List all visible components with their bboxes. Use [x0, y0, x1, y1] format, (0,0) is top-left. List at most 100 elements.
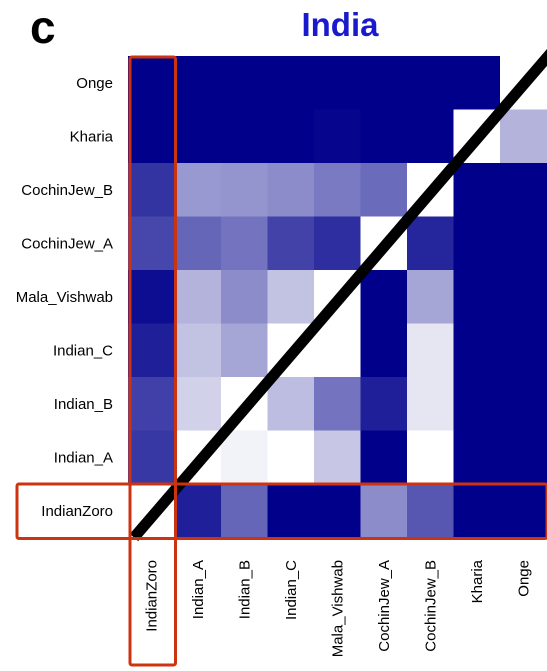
diagonal-line — [129, 48, 547, 542]
row-label-onge: Onge — [76, 75, 113, 92]
row-label-mala-vishwab: Mala_Vishwab — [16, 289, 113, 306]
heatmap-cell-cochinjew-b-onge — [500, 163, 547, 218]
row-label-indian-c: Indian_C — [53, 342, 113, 359]
column-label-indian-a: Indian_A — [190, 560, 207, 619]
heatmap-cell-indian-c-mala-vishwab — [314, 323, 362, 378]
row-label-indianzoro: IndianZoro — [41, 503, 113, 520]
heatmap-cell-cochinjew-b-indianzoro — [128, 163, 176, 218]
highlight-column-box — [128, 55, 177, 667]
heatmap-cell-cochinjew-b-cochinjew-a — [360, 163, 408, 218]
heatmap-cell-cochinjew-b-kharia — [453, 163, 501, 218]
heatmap-cell-mala-vishwab-cochinjew-b — [407, 270, 455, 325]
heatmap-cell-indianzoro-indian-c — [267, 484, 315, 539]
row-label-indian-a: Indian_A — [54, 449, 113, 466]
heatmap-cell-cochinjew-b-indian-a — [174, 163, 222, 218]
row-label-kharia: Kharia — [70, 128, 114, 145]
heatmap-cell-cochinjew-a-indianzoro — [128, 216, 176, 271]
heatmap-cell-indian-c-onge — [500, 323, 547, 378]
highlight-row-box — [15, 482, 547, 540]
column-labels: IndianZoro Indian_A Indian_B Indian_C Mala_V… — [143, 559, 532, 657]
heatmap-cell-indian-c-cochinjew-a — [360, 323, 408, 378]
heatmap-cell-indian-b-cochinjew-a — [360, 377, 408, 432]
heatmap-cell-indian-a-mala-vishwab — [314, 430, 362, 485]
heatmap-cell-cochinjew-b-mala-vishwab — [314, 163, 362, 218]
heatmap-cell-indian-b-onge — [500, 377, 547, 432]
heatmap-cell-indian-b-indianzoro — [128, 377, 176, 432]
heatmap-cell-kharia-indian-a — [174, 109, 222, 164]
chart-title: India — [301, 6, 379, 43]
heatmap-cell-indian-a-onge — [500, 430, 547, 485]
heatmap-cell-indianzoro-mala-vishwab — [314, 484, 362, 539]
heatmap-cell-onge-indianzoro — [128, 56, 176, 111]
heatmap-cell-kharia-cochinjew-b — [407, 109, 455, 164]
heatmap-cell-cochinjew-a-onge — [500, 216, 547, 271]
heatmap-cell-cochinjew-a-mala-vishwab — [314, 216, 362, 271]
column-label-indianzoro: IndianZoro — [143, 560, 160, 632]
heatmap-cell-indian-a-indian-c — [267, 430, 315, 485]
heatmap-cell-mala-vishwab-kharia — [453, 270, 501, 325]
heatmap-cell-mala-vishwab-indian-b — [221, 270, 269, 325]
heatmap-cell-indian-c-indian-b — [221, 323, 269, 378]
heatmap-cell-onge-cochinjew-a — [360, 56, 408, 111]
heatmap-cell-indianzoro-kharia — [453, 484, 501, 539]
highlight-boxes — [15, 55, 547, 667]
column-label-kharia: Kharia — [469, 559, 486, 603]
row-label-cochinjew-b: CochinJew_B — [21, 182, 113, 199]
heatmap-cell-mala-vishwab-indianzoro — [128, 270, 176, 325]
heatmap-cell-onge-indian-a — [174, 56, 222, 111]
heatmap-cell-indian-b-indian-c — [267, 377, 315, 432]
heatmap-cell-indianzoro-cochinjew-a — [360, 484, 408, 539]
heatmap-cell-indian-a-kharia — [453, 430, 501, 485]
heatmap-cell-indian-c-cochinjew-b — [407, 323, 455, 378]
heatmap-cell-kharia-mala-vishwab — [314, 109, 362, 164]
heatmap-cell-indianzoro-indian-a — [174, 484, 222, 539]
column-label-indian-c: Indian_C — [283, 560, 300, 620]
heatmap-cell-indian-a-cochinjew-b — [407, 430, 455, 485]
heatmap-cell-cochinjew-a-indian-b — [221, 216, 269, 271]
row-label-cochinjew-a: CochinJew_A — [21, 235, 113, 252]
heatmap-cell-indian-c-indianzoro — [128, 323, 176, 378]
column-label-mala-vishwab: Mala_Vishwab — [329, 560, 346, 657]
heatmap-cell-indian-c-kharia — [453, 323, 501, 378]
row-labels: Onge Kharia CochinJew_B CochinJew_A Mala_Vis… — [16, 75, 114, 520]
heatmap-cell-kharia-onge — [500, 109, 547, 164]
heatmap-cell-indianzoro-indian-b — [221, 484, 269, 539]
diagonal-line-group — [129, 48, 547, 542]
heatmap-cell-cochinjew-a-indian-a — [174, 216, 222, 271]
heatmap-cell-indian-a-indian-b — [221, 430, 269, 485]
heatmap-cell-indian-c-indian-a — [174, 323, 222, 378]
column-label-cochinjew-b: CochinJew_B — [422, 560, 439, 652]
heatmap-cell-kharia-indian-b — [221, 109, 269, 164]
heatmap-cell-indian-b-indian-a — [174, 377, 222, 432]
heatmap-cell-cochinjew-b-indian-b — [221, 163, 269, 218]
heatmap-cell-kharia-indian-c — [267, 109, 315, 164]
heatmap-cell-indian-b-cochinjew-b — [407, 377, 455, 432]
heatmap-cell-kharia-cochinjew-a — [360, 109, 408, 164]
row-label-indian-b: Indian_B — [54, 396, 113, 413]
heatmap-cell-onge-indian-c — [267, 56, 315, 111]
heatmap-cell-indian-a-cochinjew-a — [360, 430, 408, 485]
heatmap-cell-mala-vishwab-cochinjew-a — [360, 270, 408, 325]
heatmap-cell-cochinjew-a-kharia — [453, 216, 501, 271]
panel-letter: c — [30, 1, 56, 53]
heatmap-cell-indian-b-kharia — [453, 377, 501, 432]
heatmap-cell-onge-mala-vishwab — [314, 56, 362, 111]
heatmap-cell-mala-vishwab-onge — [500, 270, 547, 325]
heatmap-cell-onge-cochinjew-b — [407, 56, 455, 111]
heatmap-cell-onge-indian-b — [221, 56, 269, 111]
heatmap-cell-cochinjew-b-indian-c — [267, 163, 315, 218]
heatmap-cell-indian-b-mala-vishwab — [314, 377, 362, 432]
heatmap-cell-indianzoro-onge — [500, 484, 547, 539]
heatmap-cell-indian-a-indianzoro — [128, 430, 176, 485]
heatmap-cell-mala-vishwab-indian-c — [267, 270, 315, 325]
heatmap-cell-mala-vishwab-indian-a — [174, 270, 222, 325]
column-label-indian-b: Indian_B — [236, 560, 253, 619]
heatmap-cell-kharia-indianzoro — [128, 109, 176, 164]
heatmap-cell-cochinjew-a-cochinjew-b — [407, 216, 455, 271]
heatmap-cell-indianzoro-cochinjew-b — [407, 484, 455, 539]
heatmap-cells — [128, 56, 547, 539]
heatmap-cell-cochinjew-a-indian-c — [267, 216, 315, 271]
column-label-onge: Onge — [515, 560, 532, 597]
